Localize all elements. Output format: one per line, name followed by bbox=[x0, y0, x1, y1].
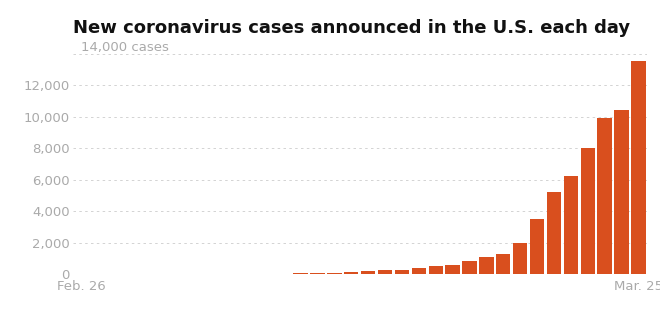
Bar bbox=[530, 219, 544, 274]
Bar bbox=[361, 271, 376, 274]
Bar bbox=[462, 261, 477, 274]
Bar bbox=[564, 176, 578, 274]
Bar bbox=[395, 270, 409, 274]
Bar bbox=[277, 273, 291, 274]
Bar bbox=[412, 268, 426, 274]
Bar bbox=[546, 192, 561, 274]
Bar bbox=[614, 110, 628, 274]
Bar bbox=[428, 266, 443, 274]
Bar bbox=[581, 148, 595, 274]
Text: New coronavirus cases announced in the U.S. each day: New coronavirus cases announced in the U… bbox=[73, 19, 630, 37]
Text: 14,000 cases: 14,000 cases bbox=[81, 41, 169, 54]
Bar bbox=[378, 270, 392, 274]
Bar bbox=[513, 243, 527, 274]
Bar bbox=[631, 61, 645, 274]
Bar bbox=[597, 118, 612, 274]
Bar bbox=[479, 257, 494, 274]
Bar bbox=[496, 254, 510, 274]
Bar bbox=[310, 273, 325, 274]
Bar bbox=[446, 265, 460, 274]
Bar bbox=[294, 273, 308, 274]
Bar bbox=[327, 273, 341, 274]
Bar bbox=[344, 272, 358, 274]
